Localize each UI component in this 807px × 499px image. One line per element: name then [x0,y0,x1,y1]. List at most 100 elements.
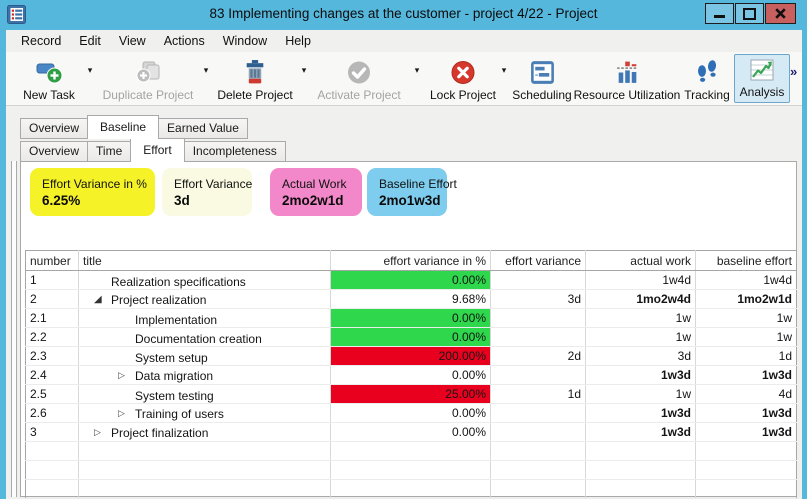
cell-effort-variance[interactable]: 1d [490,384,586,404]
cell-actual-work[interactable]: 1w [585,384,696,404]
cell-effort-variance[interactable] [490,308,586,328]
menu-window[interactable]: Window [222,34,268,48]
cell-effort-variance-pct[interactable] [330,479,491,499]
analysis-button[interactable]: Analysis [734,54,790,103]
cell-number[interactable] [25,441,79,461]
cell-number[interactable]: 2.5 [25,384,79,404]
cell-effort-variance[interactable] [490,403,586,423]
cell-title[interactable]: ◢ Project realization [78,289,331,309]
new-task-dropdown-icon[interactable]: ▾ [87,65,93,75]
minimize-button[interactable] [705,3,734,24]
cell-effort-variance[interactable] [490,270,586,290]
cell-title[interactable] [78,460,331,480]
col-header-effort-variance-pct[interactable]: effort variance in % [330,250,491,271]
cell-baseline-effort[interactable]: 4d [695,384,797,404]
activate-project-dropdown-icon[interactable]: ▾ [414,65,420,75]
cell-effort-variance[interactable] [490,365,586,385]
cell-effort-variance[interactable]: 2d [490,346,586,366]
delete-project-button[interactable]: Delete Project [214,52,296,105]
cell-actual-work[interactable] [585,479,696,499]
cell-baseline-effort[interactable] [695,479,797,499]
cell-baseline-effort[interactable]: 1w [695,327,797,347]
menu-record[interactable]: Record [21,34,62,48]
col-header-baseline-effort[interactable]: baseline effort [695,250,797,271]
table-row[interactable]: 1 Realization specifications 0.00% 1w4d 1w4d [25,270,797,290]
cell-effort-variance-pct[interactable]: 25.00% [330,384,491,404]
tab-baseline[interactable]: Baseline [87,115,160,139]
cell-effort-variance[interactable] [490,422,586,442]
cell-effort-variance-pct[interactable] [330,460,491,480]
tab-earned-value[interactable]: Earned Value [158,118,248,139]
cell-effort-variance-pct[interactable]: 200.00% [330,346,491,366]
cell-baseline-effort[interactable]: 1w4d [695,270,797,290]
titlebar[interactable]: 83 Implementing changes at the customer … [0,0,807,30]
table-row[interactable]: 2.3 System setup 200.00% 2d 3d 1d [25,346,797,366]
cell-baseline-effort[interactable] [695,460,797,480]
cell-title[interactable] [78,441,331,461]
cell-number[interactable]: 2 [25,289,79,309]
cell-title[interactable]: ▷ Project finalization [78,422,331,442]
subtab-overview[interactable]: Overview [20,141,89,162]
cell-title[interactable] [78,479,331,499]
cell-effort-variance-pct[interactable] [330,441,491,461]
table-row[interactable] [25,460,797,480]
cell-actual-work[interactable]: 1w [585,308,696,328]
cell-number[interactable] [25,460,79,480]
cell-actual-work[interactable]: 1mo2w4d [585,289,696,309]
delete-project-dropdown-icon[interactable]: ▾ [301,65,307,75]
tab-overview[interactable]: Overview [20,118,89,139]
cell-effort-variance[interactable] [490,441,586,461]
cell-title[interactable]: Documentation creation [78,327,331,347]
cell-number[interactable]: 2.3 [25,346,79,366]
cell-baseline-effort[interactable]: 1w [695,308,797,328]
cell-effort-variance[interactable] [490,327,586,347]
menu-edit[interactable]: Edit [79,34,101,48]
cell-effort-variance-pct[interactable]: 9.68% [330,289,491,309]
panel-splitter[interactable] [11,161,17,497]
cell-number[interactable]: 2.1 [25,308,79,328]
cell-effort-variance[interactable] [490,479,586,499]
cell-actual-work[interactable]: 1w3d [585,403,696,423]
cell-effort-variance-pct[interactable]: 0.00% [330,422,491,442]
cell-effort-variance-pct[interactable]: 0.00% [330,308,491,328]
maximize-button[interactable] [735,3,764,24]
table-row[interactable]: 2.6 ▷ Training of users 0.00% 1w3d 1w3d [25,403,797,423]
table-row[interactable]: 2.2 Documentation creation 0.00% 1w 1w [25,327,797,347]
table-row[interactable] [25,441,797,461]
cell-number[interactable]: 2.2 [25,327,79,347]
activate-project-button[interactable]: Activate Project [312,52,406,105]
table-row[interactable]: 3 ▷ Project finalization 0.00% 1w3d 1w3d [25,422,797,442]
cell-actual-work[interactable] [585,460,696,480]
cell-actual-work[interactable] [585,441,696,461]
cell-number[interactable]: 2.4 [25,365,79,385]
duplicate-project-button[interactable]: Duplicate Project [98,52,198,105]
subtab-effort[interactable]: Effort [130,138,185,162]
tree-expand-icon[interactable]: ▷ [118,408,125,419]
cell-effort-variance-pct[interactable]: 0.00% [330,403,491,423]
toolbar-overflow-chevron[interactable]: » [790,64,798,79]
scheduling-button[interactable]: Scheduling [510,52,574,105]
cell-baseline-effort[interactable]: 1mo2w1d [695,289,797,309]
cell-title[interactable]: Realization specifications [78,270,331,290]
subtab-incompleteness[interactable]: Incompleteness [183,141,286,162]
col-header-actual-work[interactable]: actual work [585,250,696,271]
cell-baseline-effort[interactable]: 1w3d [695,403,797,423]
menu-view[interactable]: View [118,34,146,48]
table-row[interactable]: 2.4 ▷ Data migration 0.00% 1w3d 1w3d [25,365,797,385]
cell-baseline-effort[interactable]: 1d [695,346,797,366]
tree-expand-icon[interactable]: ▷ [94,427,101,438]
cell-effort-variance-pct[interactable]: 0.00% [330,270,491,290]
table-row[interactable] [25,479,797,499]
cell-number[interactable] [25,479,79,499]
subtab-time[interactable]: Time [87,141,132,162]
lock-project-button[interactable]: Lock Project [428,52,498,105]
menu-help[interactable]: Help [285,34,311,48]
close-button[interactable] [765,3,796,24]
tree-expand-icon[interactable]: ▷ [118,370,125,381]
cell-title[interactable]: Implementation [78,308,331,328]
new-task-button[interactable]: New Task [16,52,82,105]
table-row[interactable]: 2.5 System testing 25.00% 1d 1w 4d [25,384,797,404]
cell-actual-work[interactable]: 1w3d [585,422,696,442]
col-header-number[interactable]: number [25,250,79,271]
cell-actual-work[interactable]: 1w3d [585,365,696,385]
